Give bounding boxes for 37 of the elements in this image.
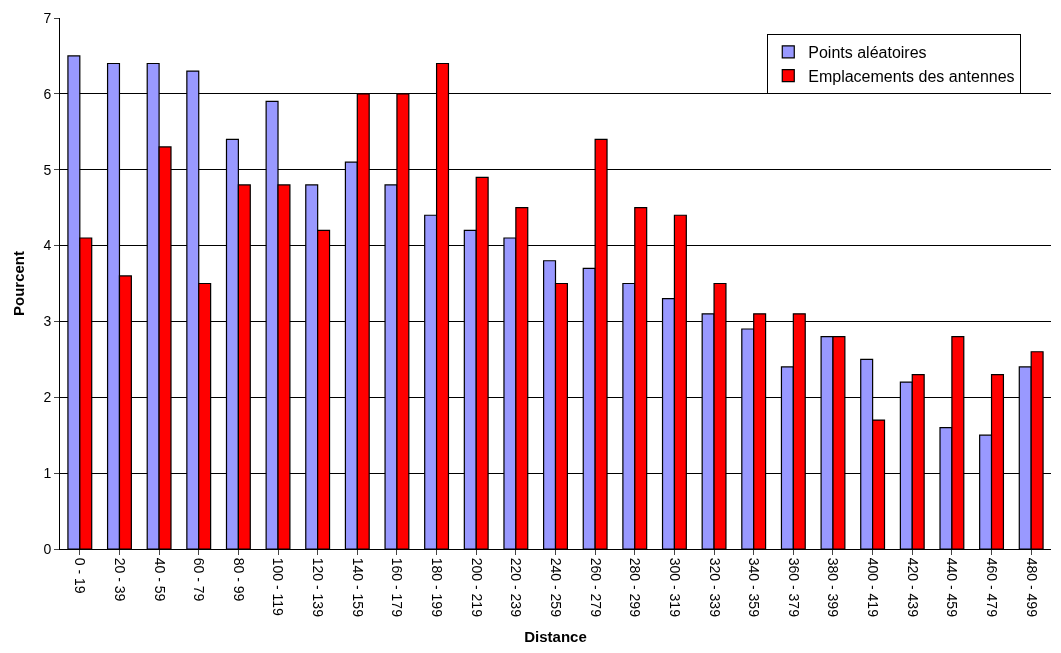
x-tick-label: 380 - 399	[825, 557, 842, 618]
x-tick-label: 300 - 319	[666, 557, 683, 618]
x-tick-label: 400 - 419	[865, 557, 882, 618]
x-tick-label: 200 - 219	[468, 557, 485, 618]
x-tick-label: 320 - 339	[706, 557, 723, 618]
x-axis-title: Distance	[524, 628, 587, 646]
y-tick-label: 7	[43, 9, 52, 26]
x-tick-label: 0 - 19	[72, 557, 89, 594]
x-tick-label: 100 - 119	[270, 557, 287, 617]
y-tick-label: 5	[43, 161, 52, 178]
x-tick-label: 20 - 39	[111, 557, 128, 602]
x-tick-label: 340 - 359	[746, 557, 763, 618]
x-tick-label: 140 - 159	[349, 557, 366, 618]
x-tick-label: 160 - 179	[389, 557, 406, 618]
y-axis-title: Pourcent	[9, 250, 27, 317]
x-tick-label: 360 - 379	[785, 557, 802, 618]
x-tick-label: 60 - 79	[191, 557, 208, 602]
x-tick-label: 240 - 259	[547, 557, 564, 618]
x-tick-label: 40 - 59	[151, 557, 168, 602]
x-tick-label: 80 - 99	[230, 557, 247, 602]
x-tick-label: 260 - 279	[587, 557, 604, 618]
legend-label: Points aléatoires	[808, 44, 927, 62]
y-tick-label: 6	[43, 85, 52, 102]
x-tick-label: 120 - 139	[310, 557, 327, 618]
x-tick-label: 280 - 299	[627, 557, 644, 618]
legend-label: Emplacements des antennes	[808, 67, 1015, 85]
x-tick-label: 440 - 459	[944, 557, 961, 618]
y-tick-label: 0	[43, 540, 52, 557]
x-tick-label: 180 - 199	[429, 557, 446, 618]
y-tick-label: 4	[43, 237, 52, 254]
x-tick-label: 460 - 479	[983, 557, 1000, 618]
y-tick-label: 3	[43, 313, 52, 330]
x-tick-label: 220 - 239	[508, 557, 525, 618]
y-tick-label: 1	[43, 465, 52, 482]
x-tick-label: 420 - 439	[904, 557, 921, 618]
y-tick-label: 2	[43, 389, 52, 406]
x-tick-label: 480 - 499	[1023, 557, 1040, 618]
